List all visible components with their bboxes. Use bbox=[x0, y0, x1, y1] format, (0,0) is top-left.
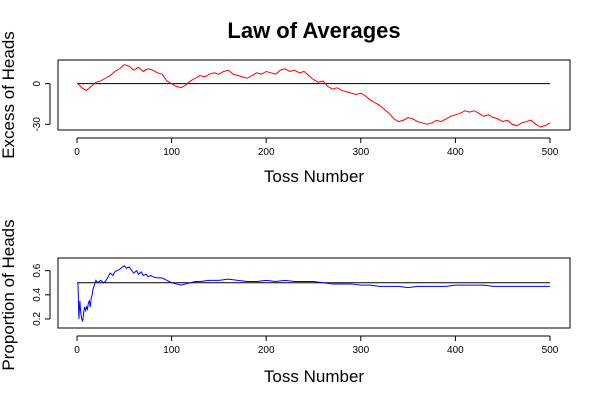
x-tick-label: 300 bbox=[352, 345, 369, 356]
y-tick-label: 0.6 bbox=[32, 263, 43, 277]
excess-heads-series-line bbox=[77, 64, 551, 128]
x-tick-label: 0 bbox=[74, 345, 80, 356]
x-axis: 0 100 200 300 400 500 bbox=[74, 335, 559, 356]
x-tick-label: 500 bbox=[542, 147, 559, 158]
x-axis-label: Toss Number bbox=[264, 367, 364, 386]
excess-heads-panel: 0 100 200 300 400 500 -30 0 Toss Number Excess… bbox=[0, 31, 571, 186]
x-tick-label: 100 bbox=[163, 147, 180, 158]
y-tick-label: 0.2 bbox=[32, 312, 43, 326]
x-tick-label: 400 bbox=[447, 147, 464, 158]
x-tick-label: 0 bbox=[74, 147, 80, 158]
x-tick-label: 400 bbox=[447, 345, 464, 356]
x-tick-label: 300 bbox=[352, 147, 369, 158]
figure-title: Law of Averages bbox=[227, 18, 400, 43]
y-axis-label: Proportion of Heads bbox=[0, 219, 18, 370]
x-tick-label: 100 bbox=[163, 345, 180, 356]
y-tick-label: 0 bbox=[32, 80, 43, 86]
y-tick-label: 0.4 bbox=[32, 287, 43, 301]
proportion-heads-series-line bbox=[77, 265, 550, 322]
plot-frame bbox=[57, 257, 571, 329]
y-axis: 0.2 0.4 0.6 bbox=[32, 263, 51, 326]
y-tick-label: -30 bbox=[32, 117, 43, 132]
x-axis: 0 100 200 300 400 500 bbox=[74, 137, 559, 158]
plot-frame bbox=[57, 59, 571, 131]
x-tick-label: 500 bbox=[542, 345, 559, 356]
x-tick-label: 200 bbox=[258, 345, 275, 356]
proportion-heads-panel: 0 100 200 300 400 500 0.2 0.4 0.6 Toss Number P… bbox=[0, 219, 571, 386]
x-axis-label: Toss Number bbox=[264, 167, 364, 186]
x-tick-label: 200 bbox=[258, 147, 275, 158]
y-axis: -30 0 bbox=[32, 80, 51, 132]
y-axis-label: Excess of Heads bbox=[0, 31, 18, 159]
